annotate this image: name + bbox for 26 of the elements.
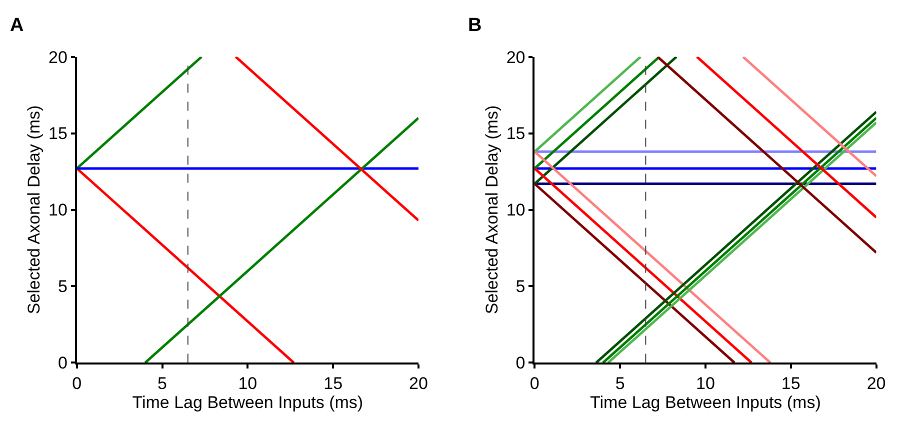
y-tick-label: 0 [58,354,68,373]
x-tick-label: 0 [72,374,82,394]
x-tick-label: 0 [530,374,540,394]
x-tick-label: 5 [615,374,625,394]
y-axis-title: Selected Axonal Delay (ms) [24,105,44,314]
x-tick-label: 5 [158,374,168,394]
y-tick-label: 15 [48,124,68,144]
y-tick-label: 10 [506,200,526,220]
x-tick-label: 10 [696,374,715,394]
y-tick-label: 15 [506,124,526,144]
y-tick-label: 10 [48,200,68,220]
x-tick-label: 20 [409,374,428,394]
x-tick-label: 10 [238,374,258,394]
chart-title: A [10,15,24,36]
y-tick-label: 5 [516,277,526,296]
y-tick-label: 20 [506,48,526,67]
chart-title: B [468,15,482,36]
y-axis-title: Selected Axonal Delay (ms) [482,105,502,314]
x-tick-label: 20 [866,374,886,394]
x-tick-label: 15 [324,374,343,394]
x-axis-title: Time Lag Between Inputs (ms) [590,393,821,412]
x-tick-label: 15 [781,374,800,394]
y-tick-label: 5 [58,277,68,296]
x-axis-title: Time Lag Between Inputs (ms) [132,393,364,412]
y-tick-label: 20 [48,48,68,67]
y-tick-label: 0 [516,354,526,373]
